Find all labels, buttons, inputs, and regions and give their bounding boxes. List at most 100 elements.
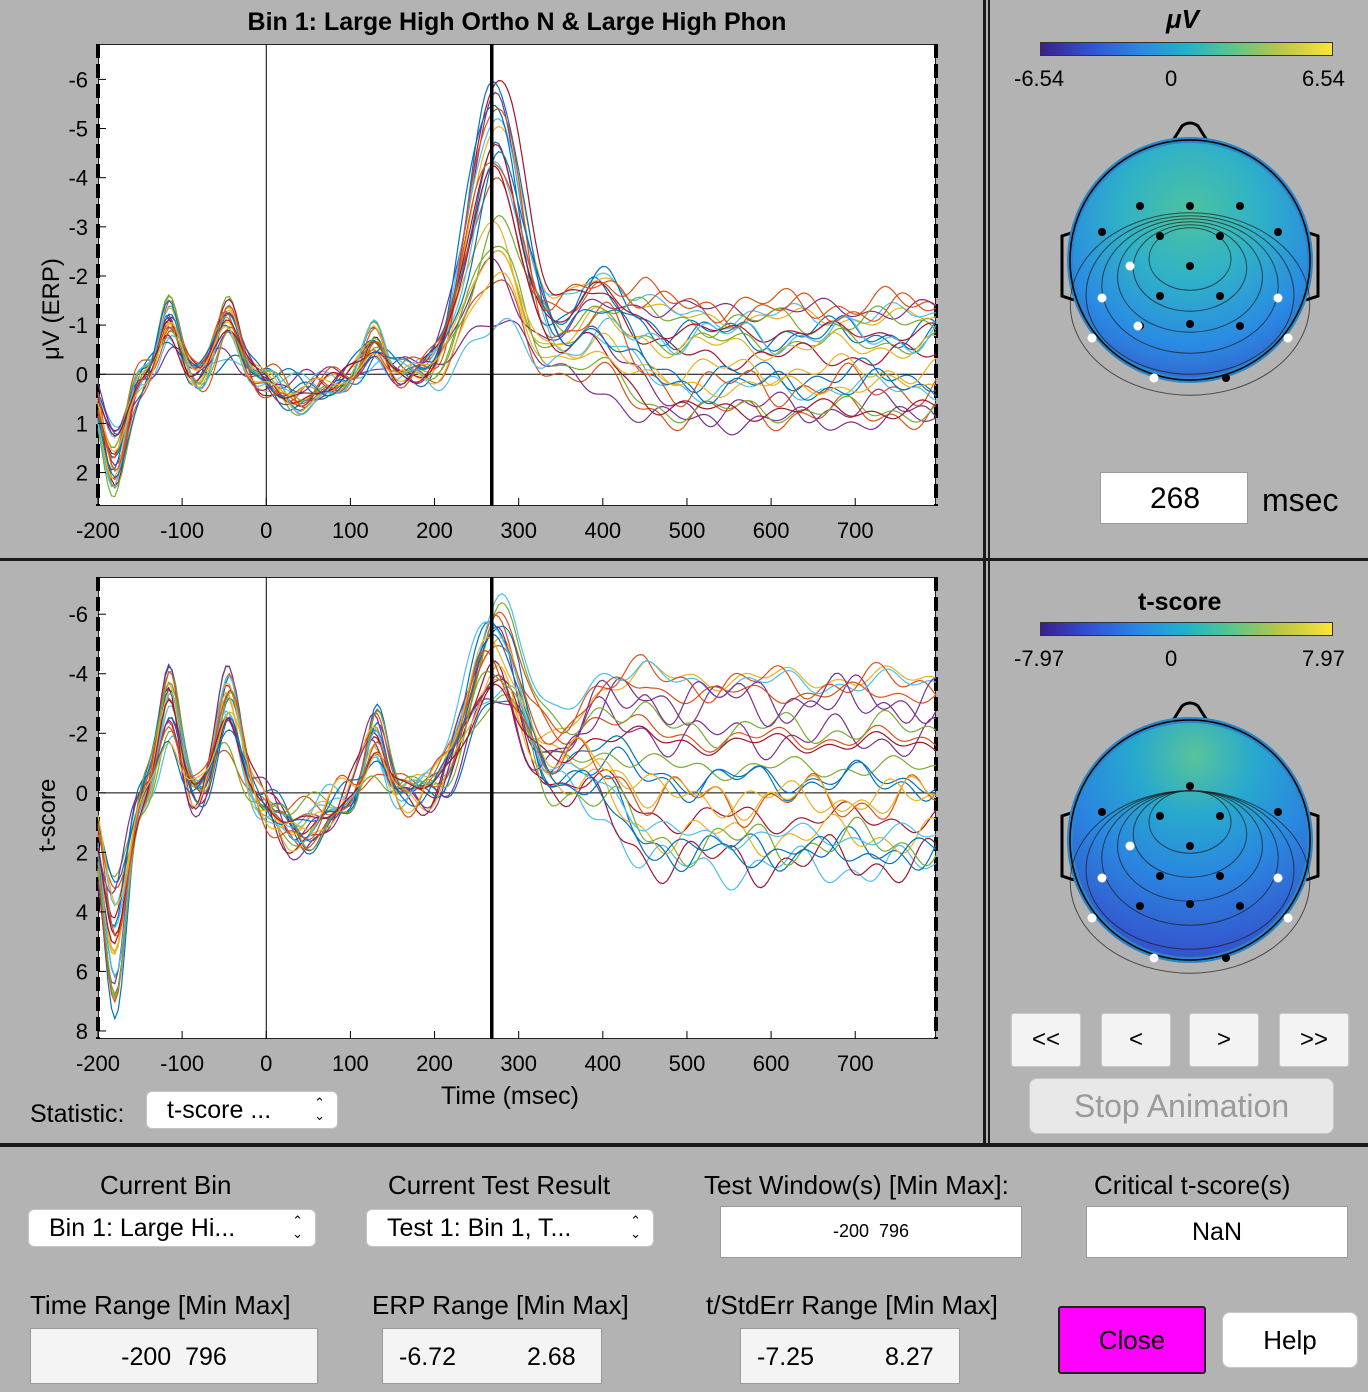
electrode-dot [1186, 320, 1194, 328]
electrode-dot [1186, 262, 1194, 270]
nose-outline [1170, 121, 1210, 143]
electrode-dot-significant [1273, 873, 1283, 883]
close-button[interactable]: Close [1058, 1306, 1206, 1374]
ear-left-outline [1060, 810, 1075, 882]
electrode-dot-significant [1283, 333, 1293, 343]
t-range-max: 8.27 [885, 1343, 934, 1371]
panel-divider-vertical [983, 0, 986, 1145]
time-value-field[interactable]: 268 [1100, 472, 1248, 524]
waveform-series [97, 151, 937, 479]
x-tick-label: 700 [837, 518, 874, 543]
waveform-series [97, 649, 937, 937]
waveform-series [97, 271, 937, 479]
waveform-series [97, 601, 937, 878]
critical-tscore-value: NaN [1191, 1218, 1242, 1246]
electrode-dot-significant [1097, 293, 1107, 303]
topo-top-colorbar [1040, 42, 1333, 56]
t-range-field[interactable]: -7.25 8.27 [740, 1328, 960, 1384]
x-tick-label: 400 [584, 1051, 621, 1076]
time-range-field[interactable]: -200 796 [30, 1328, 318, 1384]
contour-line [1069, 790, 1311, 974]
critical-tscore-field[interactable]: NaN [1086, 1206, 1348, 1258]
electrode-dot [1156, 292, 1164, 300]
waveform-series [97, 626, 937, 985]
y-tick-label: 8 [76, 1019, 88, 1044]
critical-tscore-label: Critical t-score(s) [1094, 1170, 1291, 1200]
waveform-series [97, 593, 937, 929]
x-tick-label: 600 [753, 1051, 790, 1076]
help-button[interactable]: Help [1222, 1312, 1358, 1368]
x-tick-label: 400 [584, 518, 621, 543]
topo-top-cb-min: -6.54 [1014, 66, 1065, 91]
x-tick-label: 200 [416, 1051, 453, 1076]
x-tick-label: 100 [332, 518, 369, 543]
waveform-series [97, 79, 937, 487]
time-range-value: -200 796 [121, 1343, 227, 1371]
head-map [1067, 717, 1313, 963]
waveform-series [97, 108, 937, 459]
topo-bottom-colorbar [1040, 622, 1333, 636]
electrode-dot [1098, 808, 1106, 816]
electrode-dot [1186, 842, 1194, 850]
time-unit-label: msec [1262, 482, 1339, 518]
erp-range-field[interactable]: -6.72 2.68 [382, 1328, 602, 1384]
first-frame-button[interactable]: << [1011, 1013, 1081, 1067]
x-tick-label: 300 [500, 1051, 537, 1076]
current-test-value: Test 1: Bin 1, T... [387, 1213, 572, 1242]
test-window-label: Test Window(s) [Min Max]: [704, 1170, 1009, 1200]
statistic-select[interactable]: t-score ... ⌃ ⌄ [146, 1091, 338, 1129]
t-range-label: t/StdErr Range [Min Max] [706, 1290, 998, 1320]
next-frame-button[interactable]: > [1189, 1013, 1259, 1067]
electrode-dot [1216, 232, 1224, 240]
waveform-series [97, 664, 937, 956]
x-tick-label: 500 [669, 518, 706, 543]
y-tick-label: -6 [68, 602, 88, 627]
x-tick-label: 0 [260, 518, 272, 543]
electrode-dot-significant [1283, 913, 1293, 923]
head-outline [1069, 139, 1311, 381]
topo-bottom-cb-min: -7.97 [1014, 646, 1065, 671]
electrode-dot [1136, 902, 1144, 910]
x-tick-label: 600 [753, 518, 790, 543]
bottom-plot-xlabel: Time (msec) [441, 1082, 579, 1110]
contour-line [1085, 215, 1295, 375]
topo-map-erp [1060, 121, 1320, 396]
time-range-label: Time Range [Min Max] [30, 1290, 291, 1320]
ear-left-outline [1060, 230, 1075, 302]
last-frame-button[interactable]: >> [1279, 1013, 1349, 1067]
x-tick-label: 100 [332, 1051, 369, 1076]
electrode-dot [1216, 872, 1224, 880]
electrode-dot [1236, 202, 1244, 210]
electrode-dot-significant [1133, 321, 1143, 331]
waveform-series [97, 250, 937, 453]
waveform-series [97, 611, 937, 937]
electrode-dot-significant [1125, 261, 1135, 271]
electrode-dot [1186, 202, 1194, 210]
test-window-field[interactable]: -200 796 [720, 1206, 1022, 1258]
prev-frame-button[interactable]: < [1101, 1013, 1171, 1067]
electrode-dot-significant [1097, 873, 1107, 883]
topo-top-colorbar-label: μV [1166, 4, 1200, 34]
ear-right-outline [1305, 810, 1320, 882]
y-tick-label: -1 [68, 313, 88, 338]
topo-top-cb-max: 6.54 [1302, 66, 1345, 91]
erp-waveform-plot: -200 -100 0 100 200 300 400 500 600 700 -6 -5 -4 -3 -2… [68, 44, 938, 543]
head-map [1067, 137, 1313, 383]
statistic-label: Statistic: [30, 1100, 125, 1128]
topo-top-cb-mid: 0 [1165, 66, 1178, 91]
ear-right-outline [1305, 230, 1320, 302]
y-tick-label: -5 [68, 117, 88, 142]
current-bin-select[interactable]: Bin 1: Large Hi... ⌃ ⌄ [28, 1209, 316, 1247]
electrode-dot [1274, 808, 1282, 816]
waveform-series [97, 685, 937, 907]
current-test-select[interactable]: Test 1: Bin 1, T... ⌃ ⌄ [366, 1209, 654, 1247]
stop-animation-button[interactable]: Stop Animation [1029, 1078, 1334, 1134]
statistic-value: t-score ... [167, 1095, 272, 1124]
current-bin-value: Bin 1: Large Hi... [49, 1213, 236, 1242]
electrode-dot [1216, 292, 1224, 300]
x-tick-label: 700 [837, 1051, 874, 1076]
topo-bottom-colorbar-label: t-score [1138, 588, 1222, 616]
y-tick-label: 0 [76, 781, 88, 806]
t-range-min: -7.25 [757, 1343, 814, 1371]
waveform-series [97, 118, 937, 439]
